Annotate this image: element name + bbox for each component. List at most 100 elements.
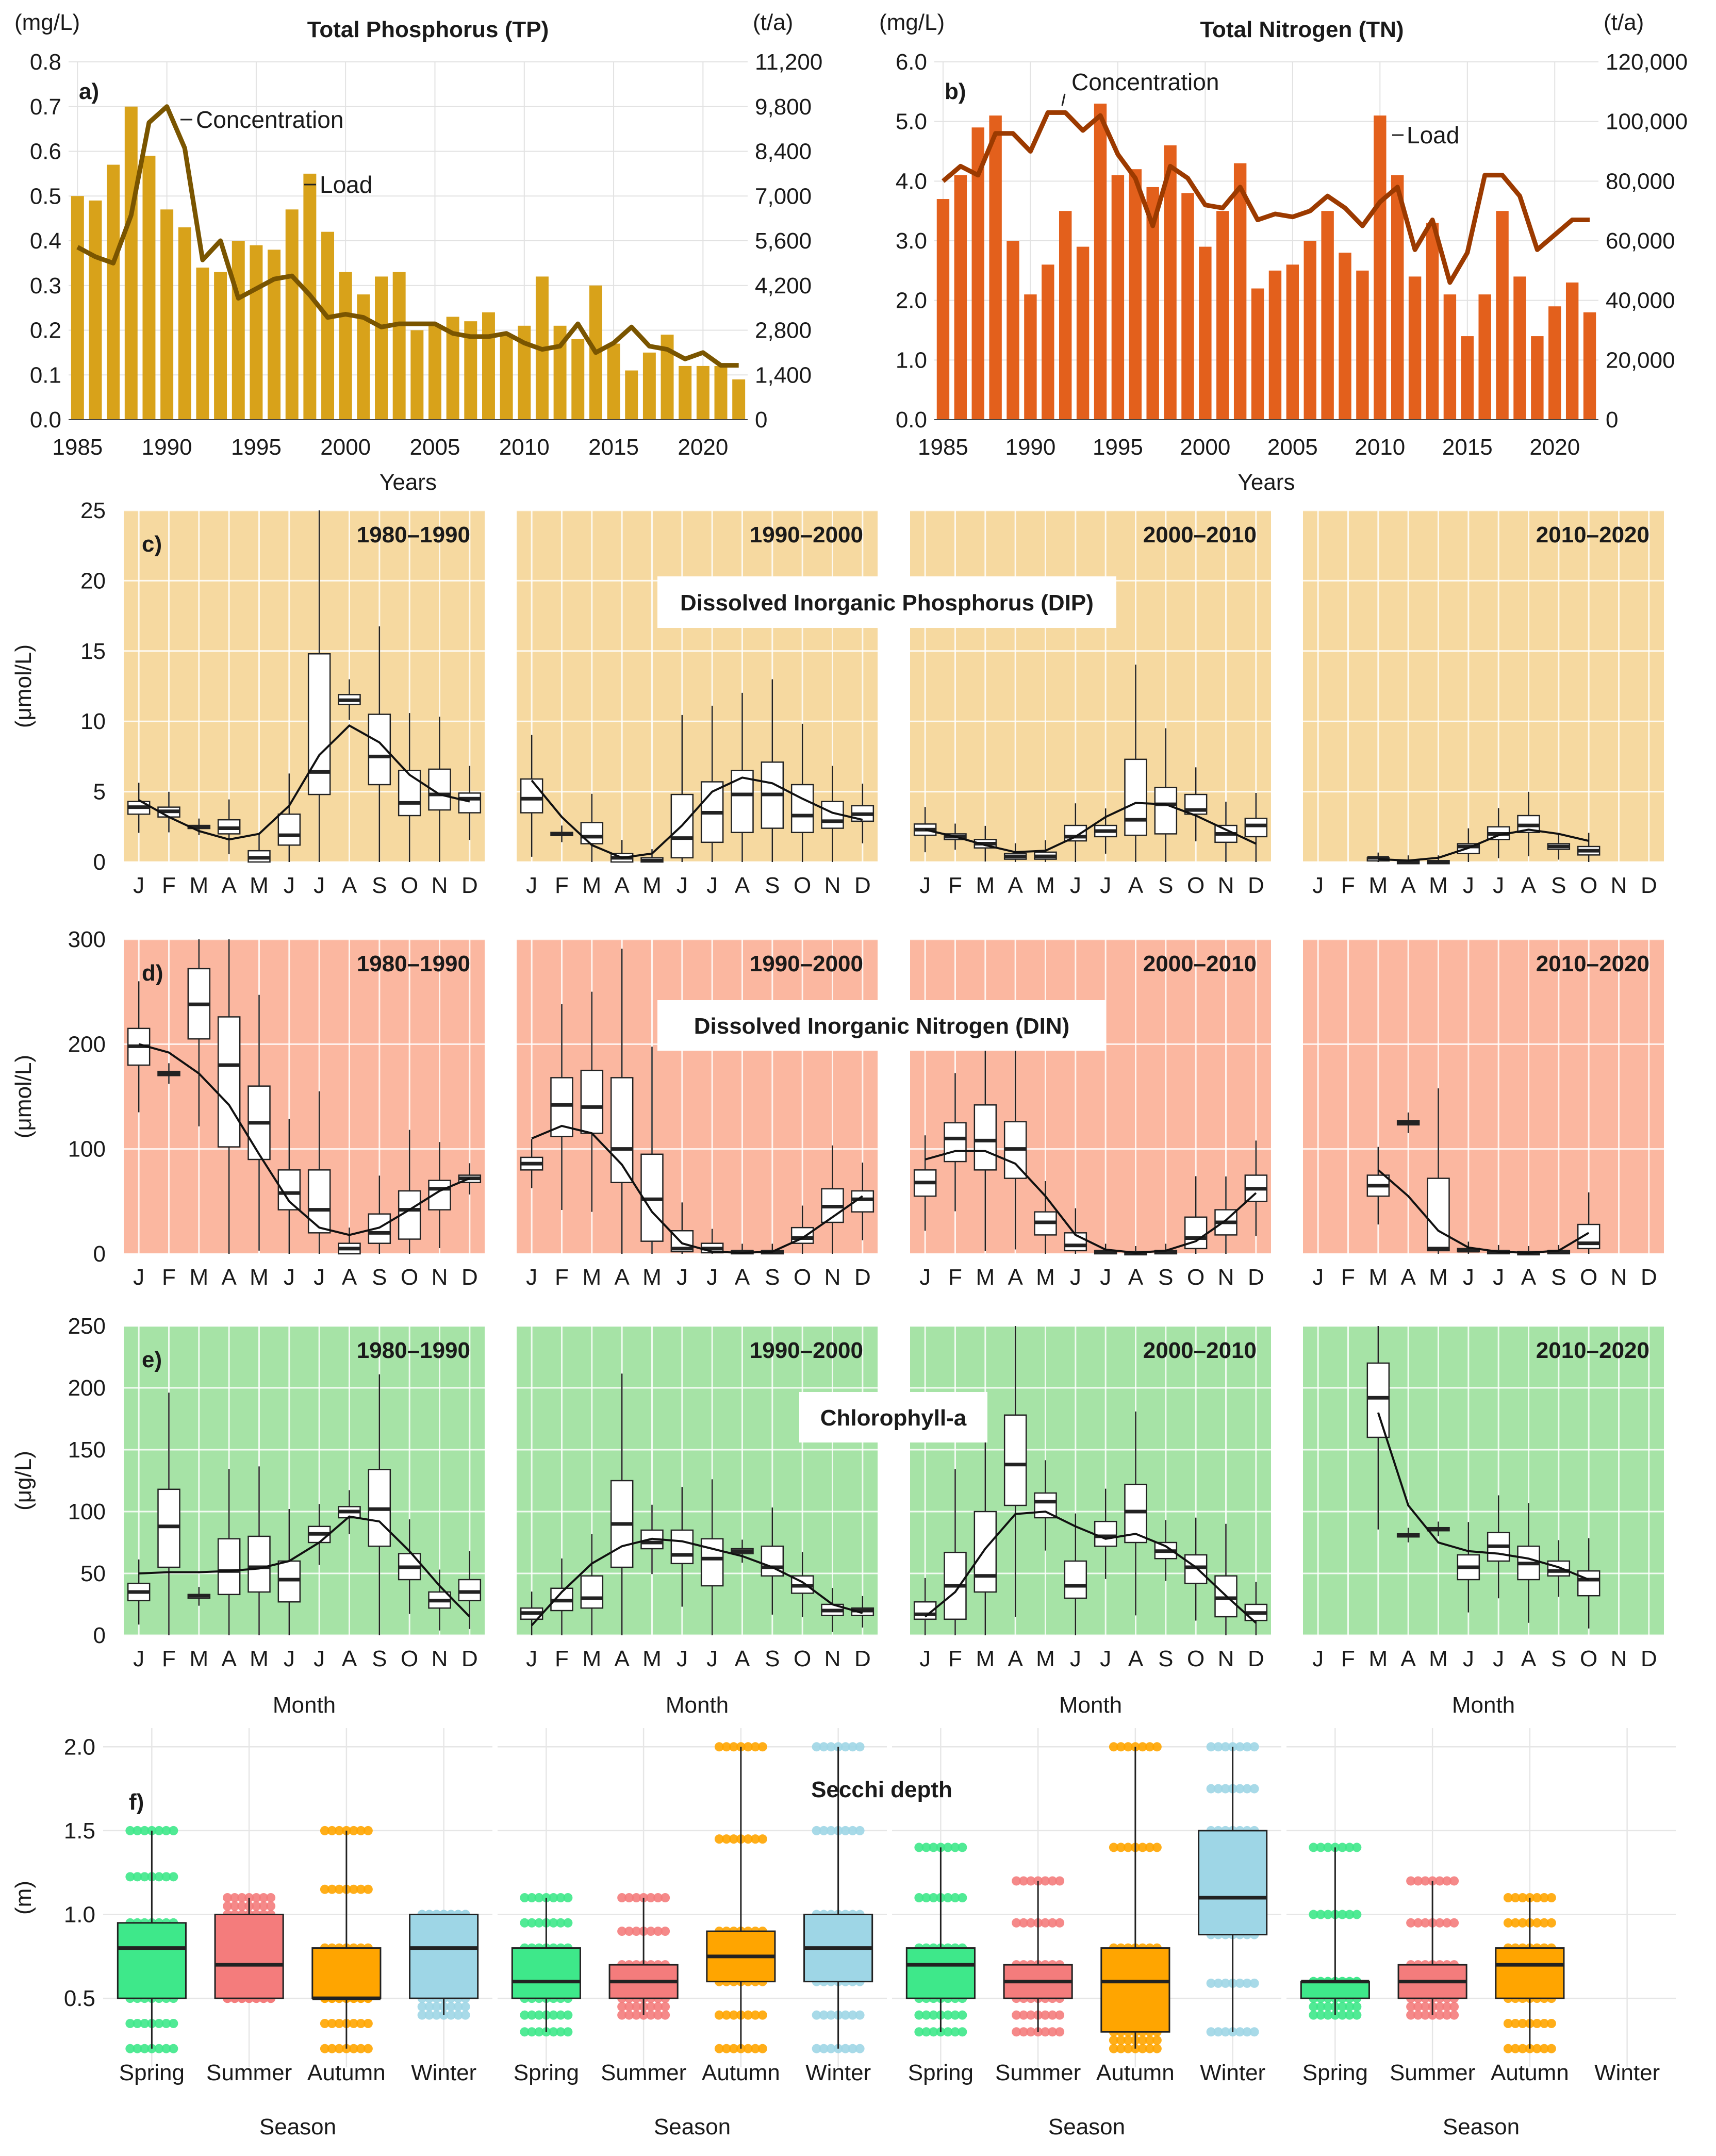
data-point xyxy=(349,1884,358,1894)
data-point xyxy=(914,2010,924,2020)
y-tick-left: 3.0 xyxy=(896,228,927,254)
data-point xyxy=(356,1884,366,1894)
data-point xyxy=(1316,1910,1326,1919)
bar xyxy=(250,245,263,420)
y-tick-left: 0.0 xyxy=(30,407,61,433)
data-point xyxy=(1517,1893,1527,1902)
box xyxy=(1064,1232,1087,1252)
month-tick: M xyxy=(1429,873,1448,898)
data-point xyxy=(855,1826,865,1835)
month-tick: A xyxy=(735,1265,750,1290)
data-point xyxy=(1055,2027,1065,2037)
data-point xyxy=(1109,1742,1118,1752)
data-point xyxy=(1539,2018,1549,2028)
data-point xyxy=(653,2010,663,2020)
data-point xyxy=(161,2018,171,2028)
x-label: Season xyxy=(654,2114,731,2140)
data-point xyxy=(1242,1784,1252,1794)
x-tick: 1995 xyxy=(231,435,282,460)
data-point xyxy=(1532,2018,1542,2028)
bar xyxy=(642,352,656,420)
month-tick: D xyxy=(1248,873,1264,898)
month-tick: J xyxy=(1312,1265,1324,1290)
data-point xyxy=(424,2010,434,2020)
box xyxy=(580,1575,604,1609)
bar xyxy=(1321,211,1334,420)
x-tick: 2015 xyxy=(1442,435,1493,460)
bar xyxy=(1426,223,1439,420)
y-tick: 0 xyxy=(93,1623,106,1648)
season-tick: Spring xyxy=(908,2060,974,2085)
y-tick: 15 xyxy=(80,639,106,664)
y-tick-right: 5,600 xyxy=(755,228,812,254)
data-point xyxy=(1109,1843,1118,1852)
month-tick: F xyxy=(948,1265,962,1290)
month-tick: J xyxy=(706,1646,718,1671)
month-tick: F xyxy=(162,873,176,898)
data-point xyxy=(133,2018,142,2028)
data-point xyxy=(714,2010,724,2020)
month-tick: O xyxy=(1187,1646,1204,1671)
data-point xyxy=(661,2010,670,2020)
bar xyxy=(1251,288,1264,420)
bar xyxy=(1129,169,1142,420)
data-point xyxy=(140,2018,150,2028)
month-tick: M xyxy=(1429,1265,1448,1290)
data-point xyxy=(1123,1742,1133,1752)
data-point xyxy=(1145,2035,1154,2045)
month-tick: O xyxy=(401,873,418,898)
box xyxy=(610,1077,634,1183)
data-point xyxy=(563,1893,573,1902)
data-point xyxy=(1539,1893,1549,1902)
month-tick: O xyxy=(1580,873,1597,898)
data-point xyxy=(133,1872,142,1882)
month-tick: M xyxy=(250,1265,269,1290)
panel-label: e) xyxy=(142,1347,162,1372)
month-tick: A xyxy=(735,873,750,898)
data-point xyxy=(729,2010,738,2020)
box xyxy=(790,1226,814,1244)
data-point xyxy=(1055,1918,1065,1928)
month-tick: A xyxy=(1008,1646,1023,1671)
box xyxy=(670,1529,694,1565)
data-point xyxy=(1413,1876,1423,1886)
data-point xyxy=(453,2002,463,2012)
data-point xyxy=(230,1901,240,1911)
bar xyxy=(1356,270,1369,420)
month-tick: M xyxy=(583,873,602,898)
data-point xyxy=(230,1893,240,1902)
data-point xyxy=(549,1918,558,1928)
box xyxy=(1094,1520,1117,1547)
x-label: Season xyxy=(1048,2114,1125,2140)
month-tick: S xyxy=(1551,1646,1566,1671)
trend-line xyxy=(1377,1412,1589,1581)
data-point xyxy=(661,1927,670,1936)
month-tick: J xyxy=(314,873,325,898)
month-tick: O xyxy=(1187,1265,1204,1290)
data-point xyxy=(356,2018,366,2028)
data-point xyxy=(721,2010,731,2020)
data-point xyxy=(750,2044,760,2053)
month-tick: J xyxy=(1312,873,1324,898)
data-point xyxy=(1116,2044,1126,2053)
bar xyxy=(482,312,495,420)
data-point xyxy=(1235,2027,1245,2037)
month-tick: N xyxy=(432,1646,448,1671)
box xyxy=(277,813,301,846)
data-point xyxy=(921,1893,931,1902)
box xyxy=(944,1122,967,1163)
data-point xyxy=(819,2010,829,2020)
data-point xyxy=(1517,1918,1527,1928)
data-point xyxy=(1532,1893,1542,1902)
data-point xyxy=(140,1872,150,1882)
data-point xyxy=(1413,2002,1423,2012)
data-point xyxy=(1012,1918,1021,1928)
panel-a-total-phosphorus: 0.0 0.1 0.2 0.3 0.4 0.5 0.6 0.7 0.8 0 1,400 2,800 4,… xyxy=(14,10,822,495)
data-point xyxy=(840,1826,850,1835)
bar xyxy=(1268,270,1282,420)
y-tick-right: 0 xyxy=(1606,407,1618,433)
trend-line xyxy=(1378,828,1589,862)
data-point xyxy=(1152,2035,1162,2045)
data-point xyxy=(320,1826,329,1835)
data-point xyxy=(929,2027,938,2037)
